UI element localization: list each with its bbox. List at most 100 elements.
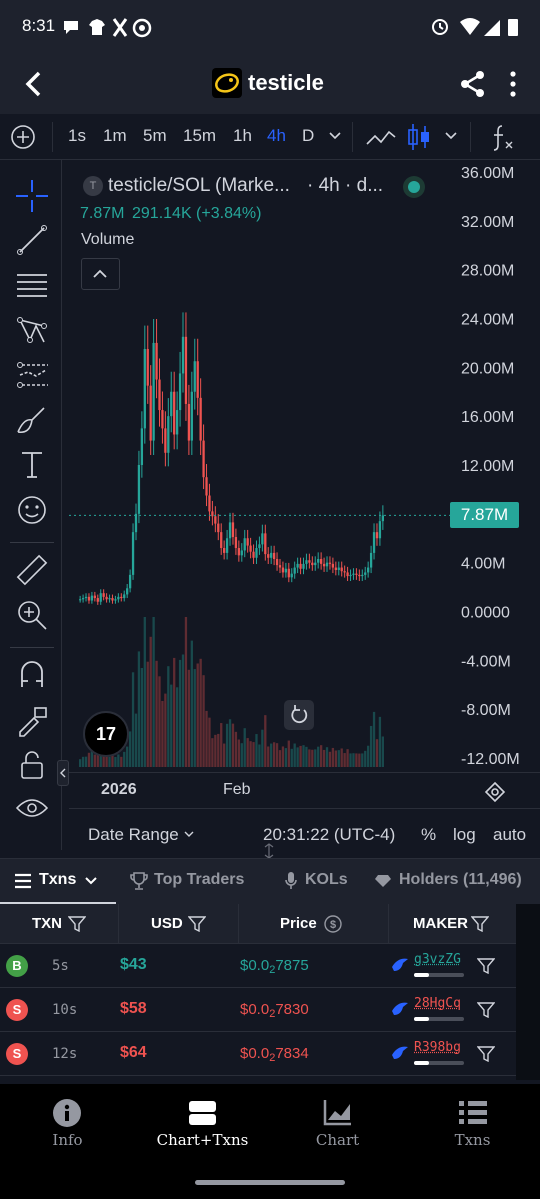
candle-body	[272, 552, 276, 560]
date-range-chevron-icon[interactable]	[183, 829, 195, 839]
back-arrow-icon[interactable]	[22, 70, 44, 98]
nav-chart[interactable]: Chart	[270, 1084, 405, 1164]
candle-body	[293, 567, 296, 574]
ruler-icon[interactable]	[14, 552, 50, 588]
row-filter-icon[interactable]	[477, 1046, 495, 1062]
candle-body	[346, 572, 349, 577]
timeframe-1m[interactable]: 1m	[103, 126, 127, 145]
candle-body	[228, 522, 232, 539]
candle-body	[117, 596, 120, 600]
candle-body	[152, 342, 155, 441]
zoom-in-icon[interactable]	[14, 597, 50, 633]
candle-body	[343, 571, 346, 573]
price-chart[interactable]: 36.00M 32.00M 28.00M 24.00M 20.00M 16.00M 12.0…	[69, 160, 540, 772]
tradingview-logo[interactable]: 17	[83, 711, 129, 757]
volume-bar	[137, 651, 141, 767]
more-options-icon[interactable]	[508, 70, 518, 98]
lock-drawings-icon[interactable]	[14, 702, 50, 738]
candle-body	[331, 563, 335, 568]
maker-filter-icon[interactable]	[471, 916, 489, 932]
candle-body	[378, 521, 382, 539]
settings-icon[interactable]	[483, 781, 507, 803]
resize-handle-icon[interactable]	[263, 843, 275, 859]
timeframe-15m[interactable]: 15m	[183, 126, 217, 145]
nav-info[interactable]: Info	[0, 1084, 135, 1164]
time-axis[interactable]: 2026 Feb	[69, 772, 540, 808]
volume-bar	[343, 753, 346, 767]
timeframe-4h[interactable]: 4h	[267, 126, 286, 145]
chart-canvas[interactable]: 36.00M 32.00M 28.00M 24.00M 20.00M 16.00M 12.0…	[69, 160, 540, 772]
tab-kols[interactable]: KOLs	[305, 871, 348, 888]
table-row[interactable]: S 10s $58 $0.027830 28HgCq	[0, 988, 516, 1032]
header-txn[interactable]: TXN	[32, 915, 62, 932]
header-price[interactable]: Price	[280, 915, 317, 932]
clock-timezone[interactable]: 20:31:22 (UTC-4)	[263, 825, 396, 844]
tab-holders[interactable]: Holders (11,496)	[399, 871, 522, 888]
timeframe-d[interactable]: D	[302, 126, 315, 145]
unlock-icon[interactable]	[14, 747, 50, 783]
home-indicator[interactable]	[195, 1180, 345, 1185]
reset-chart-button[interactable]	[284, 700, 314, 730]
nav-txns[interactable]: Txns	[405, 1084, 540, 1164]
system-icons	[432, 18, 518, 36]
text-tool-icon[interactable]	[14, 447, 50, 483]
y-tick-label: -12.00M	[461, 751, 520, 768]
log-scale-toggle[interactable]: log	[453, 825, 476, 844]
share-icon[interactable]	[460, 70, 486, 98]
header-maker[interactable]: MAKER	[413, 915, 468, 932]
candles-chart-type-icon[interactable]	[406, 122, 432, 152]
crosshair-icon[interactable]	[14, 178, 50, 214]
maker-address[interactable]: 28HgCq	[414, 996, 461, 1011]
timeframe-1h[interactable]: 1h	[233, 126, 252, 145]
maker-address[interactable]: R398bg	[414, 1040, 461, 1055]
volume-bar	[290, 748, 293, 767]
visibility-icon[interactable]	[14, 792, 50, 828]
header-usd[interactable]: USD	[151, 915, 183, 932]
txn-filter-icon[interactable]	[68, 916, 86, 932]
tab-txns[interactable]: Txns	[39, 871, 77, 888]
collapse-toolbar-button[interactable]	[57, 760, 69, 786]
volume-bar	[355, 753, 358, 767]
area-chart-icon	[323, 1100, 351, 1126]
usd-filter-icon[interactable]	[188, 916, 206, 932]
chart-type-chevron-icon[interactable]	[444, 130, 458, 142]
magnet-icon[interactable]	[14, 657, 50, 693]
add-indicator-icon[interactable]	[10, 124, 36, 150]
candle-body	[217, 523, 220, 533]
table-row[interactable]: B 5s $43 $0.027875 g3vzZG	[0, 944, 516, 988]
brush-icon[interactable]	[14, 402, 50, 438]
percent-scale-toggle[interactable]: %	[421, 825, 437, 844]
nav-chart-txns[interactable]: Chart+Txns	[135, 1084, 270, 1164]
collapse-legend-button[interactable]	[81, 258, 120, 290]
txns-chevron-icon[interactable]	[84, 875, 98, 887]
date-range-button[interactable]: Date Range	[88, 825, 179, 844]
currency-toggle-icon[interactable]: $	[324, 915, 342, 933]
maker-address[interactable]: g3vzZG	[414, 952, 461, 967]
tab-top-traders[interactable]: Top Traders	[154, 871, 245, 888]
volume-bar	[311, 749, 314, 767]
fib-retracement-icon[interactable]	[14, 267, 50, 303]
volume-bar	[128, 731, 132, 767]
indicators-fx-icon[interactable]	[488, 122, 518, 152]
volume-bar	[328, 751, 332, 767]
pattern-tool-icon[interactable]	[14, 312, 50, 348]
chevron-down-icon[interactable]	[328, 130, 342, 142]
volume-bar	[264, 715, 267, 767]
chevron-up-icon	[93, 269, 107, 278]
forecast-tool-icon[interactable]	[14, 357, 50, 393]
symbol-title[interactable]: testicle/SOL (Marke...	[108, 175, 290, 196]
row-filter-icon[interactable]	[477, 1002, 495, 1018]
table-row[interactable]: S 12s $64 $0.027834 R398bg	[0, 1032, 516, 1076]
emoji-icon[interactable]	[14, 492, 50, 528]
candle-body	[208, 495, 211, 512]
timeframe-5m[interactable]: 5m	[143, 126, 167, 145]
timeframe-1s[interactable]: 1s	[68, 126, 86, 145]
volume-bar	[105, 754, 108, 767]
txn-age: 5s	[52, 958, 69, 974]
volume-bar	[270, 743, 273, 767]
trend-line-icon[interactable]	[14, 222, 50, 258]
line-chart-type-icon[interactable]	[366, 126, 396, 148]
candle-body	[364, 572, 367, 575]
row-filter-icon[interactable]	[477, 958, 495, 974]
auto-scale-toggle[interactable]: auto	[493, 825, 527, 844]
